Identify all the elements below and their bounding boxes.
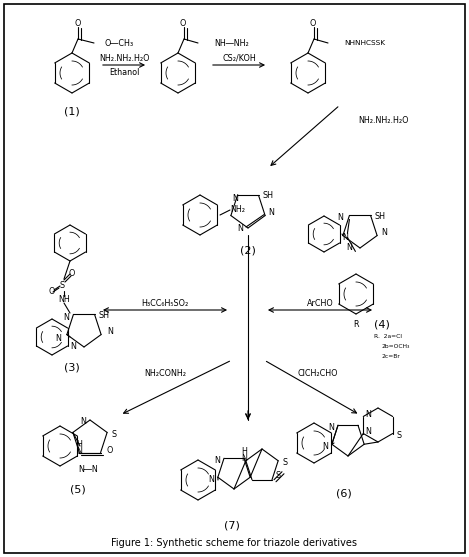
Text: (4): (4) <box>374 319 390 329</box>
Text: 2c=Br: 2c=Br <box>382 354 401 359</box>
Text: SH: SH <box>98 311 110 320</box>
Text: O: O <box>310 18 316 27</box>
Text: 2b=OCH₃: 2b=OCH₃ <box>382 344 410 349</box>
Text: S: S <box>282 458 287 467</box>
Text: NH―NH₂: NH―NH₂ <box>214 38 249 47</box>
Text: Ethanol: Ethanol <box>109 67 139 76</box>
Text: N: N <box>107 327 113 336</box>
Text: S: S <box>60 281 65 290</box>
Text: N: N <box>76 447 83 456</box>
Text: SH: SH <box>375 212 386 221</box>
Text: NH₂CONH₂: NH₂CONH₂ <box>144 369 186 378</box>
Text: (2): (2) <box>240 245 256 255</box>
Text: ClCH₂CHO: ClCH₂CHO <box>298 369 338 378</box>
Text: N: N <box>55 334 61 343</box>
Text: O: O <box>49 286 55 296</box>
Text: N: N <box>346 242 352 252</box>
Text: N―N: N―N <box>78 466 98 475</box>
Text: H: H <box>241 447 247 456</box>
Text: O: O <box>75 18 81 27</box>
Text: N: N <box>381 228 387 237</box>
Text: NH₂.NH₂.H₂O: NH₂.NH₂.H₂O <box>358 115 408 125</box>
Text: S: S <box>397 431 402 440</box>
Text: S: S <box>111 430 116 439</box>
Text: (1): (1) <box>64 106 80 116</box>
Text: (7): (7) <box>224 521 240 531</box>
Text: R.  2a=Cl: R. 2a=Cl <box>374 334 402 339</box>
Text: N: N <box>237 223 243 232</box>
Text: ArCHO: ArCHO <box>307 299 333 307</box>
Text: N: N <box>365 410 371 419</box>
Text: N: N <box>63 313 69 322</box>
Text: N: N <box>338 213 343 222</box>
Text: SH: SH <box>263 191 273 200</box>
Text: (3): (3) <box>64 362 80 372</box>
Text: H: H <box>76 440 83 449</box>
Text: Figure 1: Synthetic scheme for triazole derivatives: Figure 1: Synthetic scheme for triazole … <box>111 538 357 548</box>
Text: NH: NH <box>58 295 70 304</box>
Text: N: N <box>241 455 247 463</box>
Text: NH₂: NH₂ <box>230 205 245 214</box>
Text: N: N <box>70 341 76 350</box>
Text: CS₂/KOH: CS₂/KOH <box>222 53 256 62</box>
Text: N: N <box>208 475 214 483</box>
Text: R: R <box>353 320 359 329</box>
Text: N: N <box>233 194 238 203</box>
Text: O―CH₃: O―CH₃ <box>104 38 133 47</box>
Text: S: S <box>276 471 281 480</box>
Text: H₃CC₆H₅SO₂: H₃CC₆H₅SO₂ <box>141 299 189 307</box>
Text: N: N <box>80 418 86 427</box>
Text: N: N <box>365 427 371 436</box>
Text: N: N <box>322 442 328 451</box>
Text: N: N <box>268 208 274 217</box>
Text: N: N <box>342 233 348 242</box>
Text: O: O <box>69 268 75 277</box>
Text: O: O <box>106 446 113 455</box>
Text: (5): (5) <box>70 485 86 495</box>
Text: O: O <box>180 18 186 27</box>
Text: N: N <box>328 423 334 432</box>
Text: NH₂.NH₂.H₂O: NH₂.NH₂.H₂O <box>99 53 149 62</box>
Text: N: N <box>214 456 220 465</box>
Text: (6): (6) <box>336 488 352 498</box>
Text: NHNHCSSK: NHNHCSSK <box>344 40 385 46</box>
